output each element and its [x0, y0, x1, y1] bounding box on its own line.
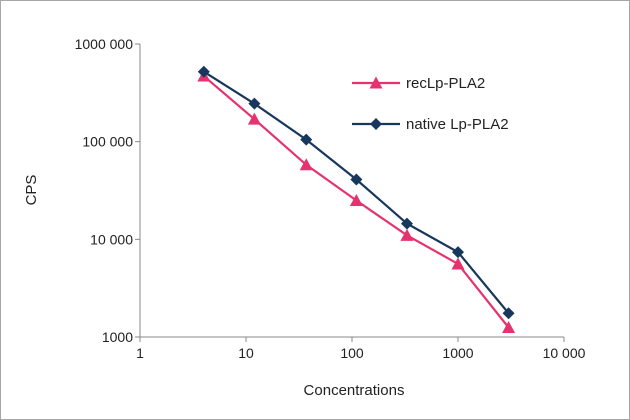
legend-marker: [370, 118, 382, 130]
y-tick-label: 10 000: [90, 231, 133, 247]
y-tick-label: 100 000: [82, 134, 133, 150]
data-point: [248, 97, 261, 110]
data-point: [247, 112, 261, 125]
x-axis-label: Concentrations: [304, 382, 405, 399]
data-point: [197, 65, 210, 78]
series-layer: [197, 65, 516, 334]
y-axis-label: CPS: [23, 175, 40, 206]
x-tick-label: 10: [238, 345, 254, 361]
legend-label: native Lp-PLA2: [406, 116, 509, 133]
y-tick-label: 1000: [102, 329, 133, 345]
x-tick-label: 1: [136, 345, 144, 361]
data-point: [502, 307, 515, 320]
data-point: [299, 158, 313, 171]
data-point: [400, 228, 414, 241]
legend-label: recLp-PLA2: [406, 75, 485, 92]
data-point: [300, 133, 313, 146]
data-point: [349, 193, 363, 206]
legend-marker: [369, 76, 383, 89]
data-point: [400, 217, 413, 230]
data-point: [452, 246, 464, 259]
data-point: [350, 173, 363, 186]
axes: 1000 10 000 100 000 1000 000 1 10 100 1000 10 00…: [75, 36, 586, 361]
legend: recLp-PLA2 native Lp-PLA2: [352, 75, 509, 133]
x-tick-label: 1000: [442, 345, 473, 361]
series-reclp-pla2: [197, 69, 516, 334]
data-point: [502, 321, 516, 334]
series-native-lp-pla2: [197, 65, 515, 320]
y-tick-label: 1000 000: [75, 36, 134, 52]
x-tick-label: 100: [340, 345, 364, 361]
x-tick-label: 10 000: [543, 345, 586, 361]
series-line: [203, 70, 510, 314]
data-point: [451, 257, 465, 270]
